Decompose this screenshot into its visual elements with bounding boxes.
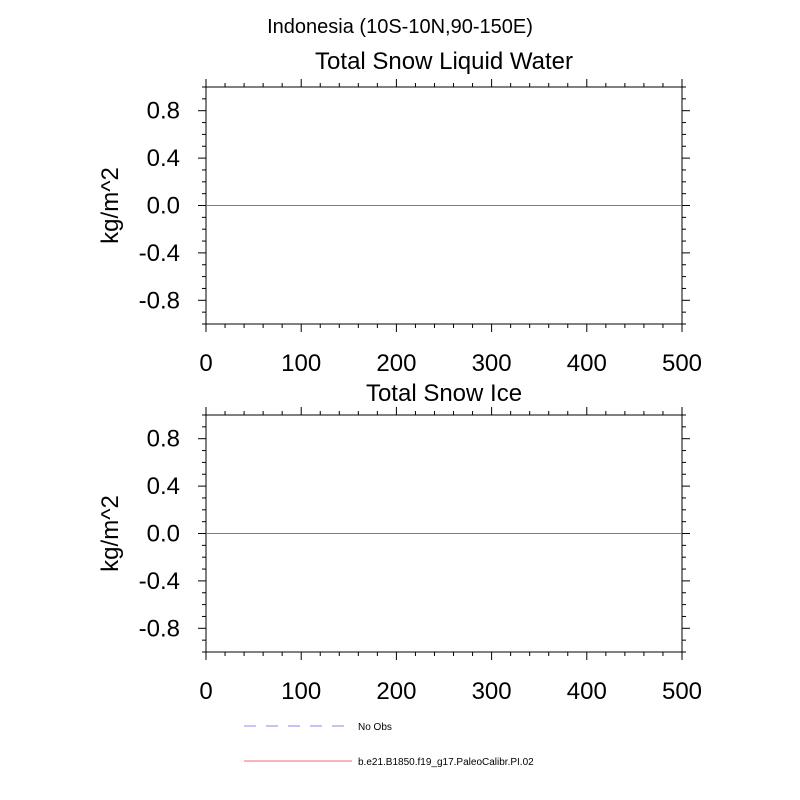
y-tick-label: 0.4 bbox=[147, 145, 180, 172]
y-tick-label: -0.4 bbox=[139, 568, 180, 595]
y-tick-label: -0.8 bbox=[139, 615, 180, 642]
legend: No Obs b.e21.B1850.f19_g17.PaleoCalibr.PI… bbox=[244, 722, 534, 768]
chart-title: Total Snow Liquid Water bbox=[315, 48, 573, 75]
x-tick-label: 300 bbox=[472, 350, 512, 377]
legend-entry: No Obs bbox=[244, 722, 392, 733]
x-tick-label: 100 bbox=[281, 350, 321, 377]
legend-label: No Obs bbox=[358, 722, 392, 733]
x-tick-label: 400 bbox=[567, 678, 607, 705]
y-tick-label: 0.8 bbox=[147, 98, 180, 125]
y-tick-label: 0.8 bbox=[147, 426, 180, 453]
y-axis-label: kg/m^2 bbox=[97, 495, 124, 572]
chart-panel-1: Total Snow Liquid Water 0 100 200 300 400 500 0… bbox=[97, 48, 702, 377]
x-tick-label: 400 bbox=[567, 350, 607, 377]
x-tick-label: 0 bbox=[199, 350, 212, 377]
x-tick-label: 200 bbox=[376, 678, 416, 705]
y-tick-label: -0.4 bbox=[139, 240, 180, 267]
x-tick-label: 500 bbox=[662, 350, 702, 377]
chart-title: Total Snow Ice bbox=[366, 380, 522, 407]
legend-label: b.e21.B1850.f19_g17.PaleoCalibr.PI.02 bbox=[358, 757, 534, 768]
y-tick-label: 0.4 bbox=[147, 473, 180, 500]
x-tick-label: 200 bbox=[376, 350, 416, 377]
x-tick-label: 500 bbox=[662, 678, 702, 705]
chart-panel-2: Total Snow Ice 0 100 200 300 400 500 0.8 0.4 0.0 -… bbox=[97, 380, 702, 705]
y-tick-label: 0.0 bbox=[147, 193, 180, 220]
y-tick-label: -0.8 bbox=[139, 287, 180, 314]
x-tick-label: 100 bbox=[281, 678, 321, 705]
chart-panels: Total Snow Liquid Water 0 100 200 300 400 500 0… bbox=[97, 48, 702, 705]
y-axis-label: kg/m^2 bbox=[97, 167, 124, 244]
figure-title: Indonesia (10S-10N,90-150E) bbox=[267, 16, 533, 38]
x-tick-label: 0 bbox=[199, 678, 212, 705]
y-tick-label: 0.0 bbox=[147, 521, 180, 548]
legend-entry: b.e21.B1850.f19_g17.PaleoCalibr.PI.02 bbox=[244, 757, 534, 768]
x-tick-label: 300 bbox=[472, 678, 512, 705]
